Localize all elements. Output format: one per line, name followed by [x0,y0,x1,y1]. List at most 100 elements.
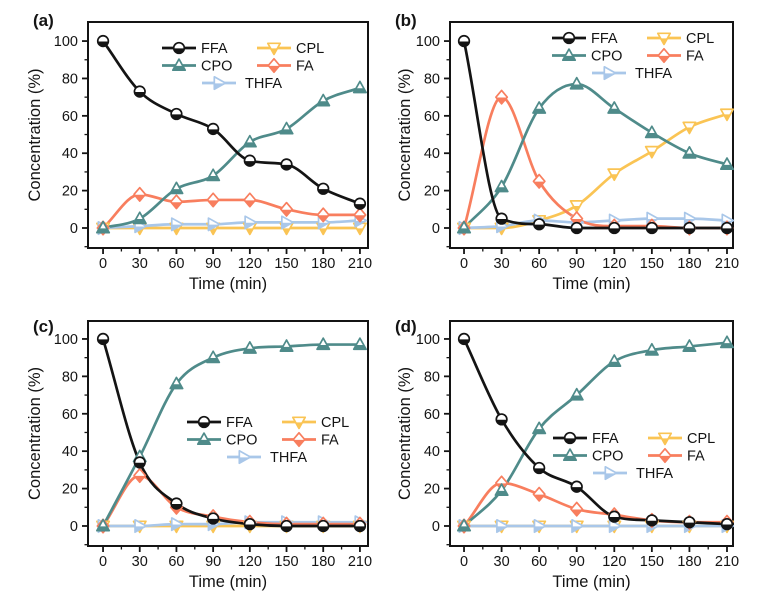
legend-label-FFA: FFA [201,41,228,57]
y-tick-label: 60 [424,109,440,125]
data-point-marker [171,58,187,72]
data-point-marker [242,134,257,148]
legend-entry-THFA: THFA [227,449,307,466]
data-point-marker [720,518,734,531]
x-tick-label: 0 [99,554,107,570]
legend-entry-FFA: FFA [187,415,253,431]
x-tick-label: 60 [531,554,547,570]
data-point-marker [656,32,672,46]
data-point-marker [532,486,546,502]
x-tick-label: 120 [238,554,262,570]
y-tick-label: 80 [62,369,78,385]
x-tick-label: 210 [715,554,739,570]
x-axis-label: Time (min) [189,573,267,591]
data-point-marker [96,518,111,532]
data-point-marker [571,518,584,534]
data-point-marker [316,207,330,223]
y-tick-label: 0 [432,221,440,237]
x-tick-label: 210 [348,256,372,272]
x-tick-label: 90 [205,554,221,570]
legend-entry-CPO: CPO [162,58,232,75]
data-point-marker [353,207,367,223]
data-point-marker [267,57,281,74]
data-point-marker [169,181,184,195]
x-tick-label: 30 [494,554,510,570]
y-tick-label: 40 [62,146,78,162]
data-point-marker [456,220,472,234]
series-markers-FFA [457,35,734,235]
data-point-marker [533,461,546,475]
x-tick-label: 0 [99,256,107,272]
legend-label-CPL: CPL [321,415,349,431]
series-markers [456,35,735,236]
legend-label-FFA: FFA [592,431,619,447]
data-point-marker [316,93,331,107]
data-point-marker [238,449,252,465]
y-tick-label: 40 [424,146,440,162]
data-point-marker [532,101,547,114]
data-point-marker [96,35,110,48]
data-point-marker [132,211,147,225]
series-markers-FFA [96,35,367,210]
y-tick-label: 40 [62,444,78,460]
data-point-marker [645,514,659,527]
chart-panel-b: (b) 0 30 60 90 120 150 180 210 0 20 40 60 80 100 Time (… [395,11,739,293]
y-tick-label: 80 [424,71,440,87]
legend: FFA CPL CPO FA THFA [187,415,349,466]
x-axis-label: Time (min) [189,275,267,293]
series-markers [96,35,368,236]
data-point-marker [213,75,227,91]
series-markers-CPO [456,76,735,234]
data-point-marker [133,456,146,469]
data-point-marker [133,186,147,202]
data-point-marker [96,220,111,234]
legend-label-CPO: CPO [201,59,232,75]
x-tick-label: 150 [640,554,664,570]
legend-label-FA: FA [687,449,705,465]
axes: 0 30 60 90 120 150 180 210 0 20 40 60 80 100 [416,21,739,272]
data-point-marker [644,342,659,356]
data-point-marker [352,337,367,351]
legend-label-CPO: CPO [226,433,257,449]
x-tick-label: 90 [569,554,585,570]
data-point-marker [533,518,547,534]
legend-label-CPL: CPL [687,431,715,447]
data-point-marker [658,447,672,464]
legend-label-THFA: THFA [635,66,672,82]
x-tick-label: 30 [132,256,148,272]
x-tick-label: 60 [531,256,547,272]
y-axis-label: Concentration (%) [396,367,414,500]
series-line-CPO [101,86,362,230]
x-tick-label: 90 [569,256,585,272]
data-point-marker [243,518,256,531]
panel-a: (a) 0 30 60 90 120 150 180 210 0 20 40 60 80 100 Time (… [0,0,390,306]
data-point-marker [682,121,697,135]
x-tick-label: 150 [274,554,298,570]
y-axis-label: Concentration (%) [396,69,414,202]
y-tick-label: 0 [70,221,78,237]
data-point-marker [280,519,293,533]
data-point-marker [352,80,367,94]
data-point-marker [561,48,577,62]
legend-label-FA: FA [686,49,704,65]
data-point-marker [562,31,576,45]
data-point-marker [170,107,183,121]
data-point-marker [172,41,186,55]
y-axis-label: Concentration (%) [26,367,44,500]
data-point-marker [720,221,734,235]
data-point-marker [170,517,184,532]
y-tick-label: 80 [424,369,440,385]
legend-label-CPO: CPO [592,449,623,465]
data-point-marker [279,121,294,135]
panel-label: (b) [395,11,417,30]
legend-entry-CPL: CPL [282,415,349,431]
data-point-marker [719,335,735,349]
panel-c: (c) 0 30 60 90 120 150 180 210 0 20 40 60 80 100 Time (… [0,306,390,611]
legend-entry-FFA: FFA [553,431,619,447]
data-point-marker [563,431,577,445]
data-point-marker [645,221,659,235]
data-point-marker [353,197,367,210]
data-point-marker [532,421,547,435]
data-point-marker [607,101,622,114]
axes: 0 30 60 90 120 150 180 210 0 20 40 60 80 100 [54,320,372,570]
